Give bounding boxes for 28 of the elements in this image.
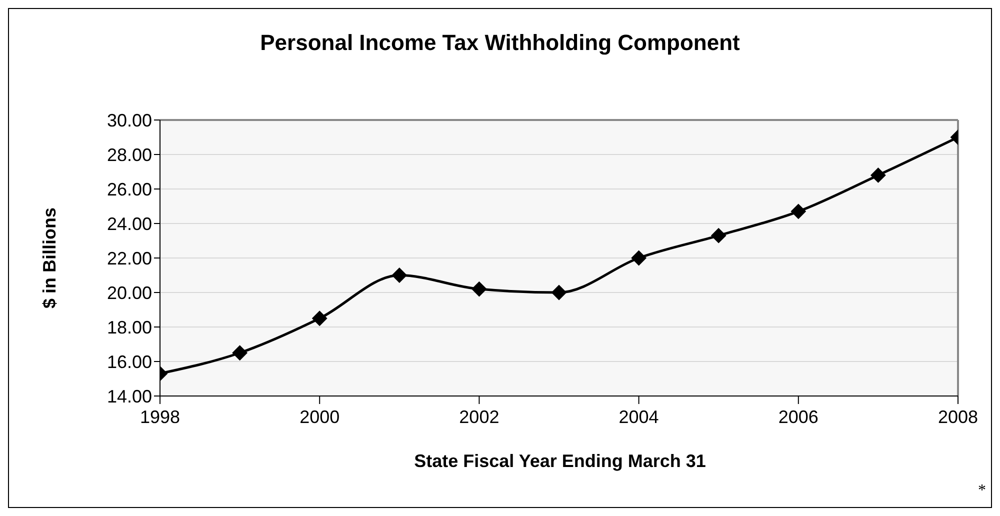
y-axis-title: $ in Billions bbox=[40, 207, 60, 309]
point bbox=[232, 345, 248, 360]
x-tick-label: 2002 bbox=[459, 406, 500, 427]
x-axis-title: State Fiscal Year Ending March 31 bbox=[413, 451, 707, 472]
y-tick-label: 22.00 bbox=[106, 248, 152, 268]
point bbox=[711, 228, 726, 244]
point bbox=[392, 268, 407, 283]
x-tick-label: 2006 bbox=[778, 406, 818, 427]
y-tick-label: 28.00 bbox=[106, 144, 152, 165]
chart-title: Personal Income Tax Withholding Component bbox=[259, 30, 741, 56]
y-tick-label: 20.00 bbox=[106, 282, 152, 303]
y-tick-label: 14.00 bbox=[106, 386, 152, 406]
x-tick-label: 1998 bbox=[140, 406, 180, 427]
point bbox=[552, 285, 566, 300]
point bbox=[870, 168, 886, 183]
point bbox=[312, 310, 328, 326]
point bbox=[631, 250, 646, 266]
x-tick-label: 2004 bbox=[618, 406, 659, 427]
y-tick-label: 26.00 bbox=[106, 179, 152, 200]
y-tick-label: 18.00 bbox=[106, 317, 152, 338]
y-tick-label: 24.00 bbox=[106, 214, 152, 234]
y-tick-label: 30.00 bbox=[106, 110, 152, 130]
x-tick-label: 2008 bbox=[938, 406, 978, 427]
x-tick-label: 2000 bbox=[300, 406, 340, 427]
point bbox=[790, 204, 806, 219]
text: * bbox=[978, 482, 986, 500]
y-tick-label: 16.00 bbox=[106, 352, 152, 372]
point bbox=[472, 282, 487, 297]
